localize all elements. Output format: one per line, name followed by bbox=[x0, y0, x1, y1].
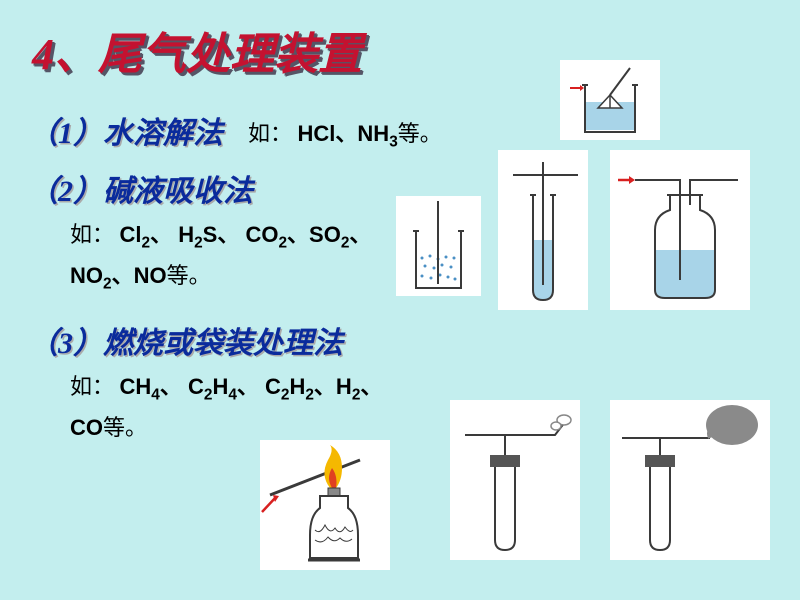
subheading-1: （1）水溶解法 bbox=[28, 108, 223, 152]
diagram-beaker-rod bbox=[396, 196, 481, 296]
example-suffix: 等。 bbox=[398, 121, 442, 146]
example-suffix: 等。 bbox=[167, 263, 211, 288]
diagram-testtube-balloon bbox=[610, 400, 770, 560]
example-prefix: 如： bbox=[248, 121, 292, 146]
example-2: 如： Cl2、 H2S、 CO2、SO2、NO2、NO等。 bbox=[70, 216, 390, 297]
example-3: 如： CH4、 C2H4、 C2H2、H2、 CO等。 bbox=[70, 368, 390, 446]
formula: Cl2、 H2S、 CO2、SO2、NO2、NO bbox=[70, 222, 371, 288]
diagram-burner bbox=[260, 440, 390, 570]
slide-title: 4、尾气处理装置 bbox=[32, 18, 362, 82]
subheading-2: （2）碱液吸收法 bbox=[28, 166, 253, 210]
subheading-3: （3）燃烧或袋装处理法 bbox=[28, 318, 343, 362]
diagram-wash-bottle bbox=[610, 150, 750, 310]
diagram-testtube-inlet bbox=[498, 150, 588, 310]
example-prefix: 如： bbox=[70, 374, 114, 399]
example-1: 如： HCl、NH3等。 bbox=[248, 116, 442, 151]
diagram-testtube-flame bbox=[450, 400, 580, 560]
example-prefix: 如： bbox=[70, 222, 114, 247]
formula: HCl、NH3 bbox=[298, 121, 398, 146]
example-suffix: 等。 bbox=[103, 415, 147, 440]
diagram-beaker-funnel bbox=[560, 60, 660, 140]
